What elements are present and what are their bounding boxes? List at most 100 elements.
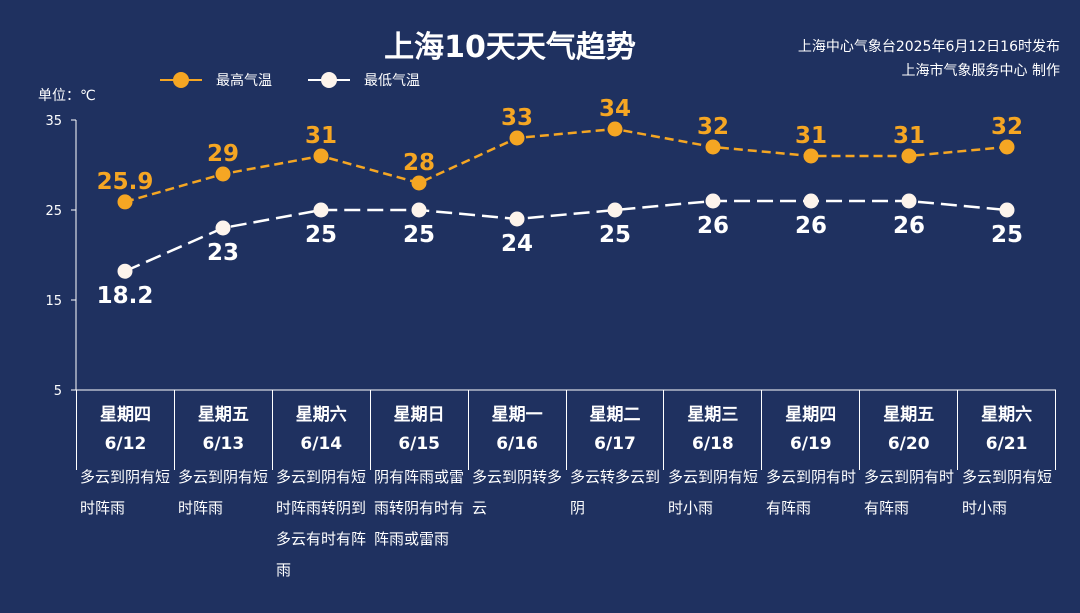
- data-point: [215, 166, 231, 182]
- date-label: 6/13: [202, 434, 245, 454]
- weekday-label: 星期四: [785, 405, 837, 425]
- date-label: 6/17: [594, 434, 636, 454]
- day-column: 星期一 6/16: [469, 390, 567, 470]
- day-column: 星期四 6/12: [76, 390, 175, 470]
- weekday-label: 星期一: [491, 405, 543, 425]
- data-label: 25: [305, 222, 337, 248]
- y-axis-unit: 单位：℃: [38, 88, 96, 104]
- series-line: [124, 199, 1008, 273]
- weekday-label: 星期六: [295, 405, 347, 425]
- weekday-label: 星期四: [99, 405, 151, 425]
- day-column: 星期三 6/18: [664, 390, 763, 470]
- weekday-label: 星期五: [883, 405, 935, 425]
- day-column: 星期六 6/21: [958, 390, 1057, 470]
- data-point: [901, 193, 917, 209]
- day-column: 星期日 6/15: [371, 390, 469, 470]
- data-point: [803, 148, 819, 164]
- data-label: 25: [599, 222, 631, 248]
- data-label: 32: [991, 114, 1023, 140]
- day-columns: 星期四 6/12 星期五 6/13 星期六 6/14 星期日 6/15 星期一 6/16 星期二 6/…: [76, 390, 1057, 470]
- date-label: 6/18: [692, 434, 734, 454]
- data-label: 26: [795, 213, 827, 239]
- date-label: 6/14: [300, 434, 343, 454]
- issuer-line-2: 上海市气象服务中心 制作: [901, 63, 1060, 79]
- weather-description: 多云到阴有短时阵雨: [178, 468, 269, 517]
- data-point: [313, 148, 329, 164]
- data-point: [803, 193, 819, 209]
- day-column: 星期二 6/17: [567, 390, 665, 470]
- y-tick-label: 35: [45, 114, 62, 129]
- date-label: 6/12: [104, 434, 147, 454]
- legend-label-high: 最高气温: [216, 73, 272, 89]
- legend-label-low: 最低气温: [364, 73, 420, 89]
- legend-item-high: 最高气温: [160, 70, 272, 90]
- data-label: 32: [697, 114, 729, 140]
- y-tick-label: 15: [45, 294, 62, 309]
- series-line: [124, 127, 1008, 204]
- data-label: 25.9: [97, 169, 154, 195]
- data-point: [215, 220, 231, 236]
- chart-legend: 最高气温 最低气温: [160, 70, 420, 90]
- day-column: 星期五 6/13: [175, 390, 273, 470]
- day-column: 星期四 6/19: [762, 390, 861, 470]
- data-label: 31: [893, 123, 925, 149]
- weekday-label: 星期日: [393, 405, 445, 425]
- data-point: [313, 202, 329, 218]
- data-label: 29: [207, 141, 239, 167]
- y-tick-label: 25: [45, 204, 62, 219]
- weekday-label: 星期三: [687, 405, 739, 425]
- data-point: [999, 202, 1015, 218]
- data-label: 31: [305, 123, 337, 149]
- data-label: 23: [207, 240, 239, 266]
- day-column: 星期五 6/20: [860, 390, 959, 470]
- data-point: [607, 202, 623, 218]
- data-point: [509, 130, 525, 146]
- weather-description: 多云到阴有短时小雨: [962, 468, 1053, 517]
- weather-description: 多云到阴有短时阵雨转阴到多云有时有阵雨: [276, 468, 367, 579]
- legend-item-low: 最低气温: [308, 70, 420, 90]
- weather-description: 多云到阴有短时小雨: [668, 468, 759, 517]
- data-point: [411, 202, 427, 218]
- data-point: [117, 194, 133, 210]
- data-label: 25: [403, 222, 435, 248]
- data-label: 26: [697, 213, 729, 239]
- weather-description: 多云到阴有短时阵雨: [80, 468, 171, 517]
- weather-description: 阴有阵雨或雷雨转阴有时有阵雨或雷雨: [374, 468, 465, 548]
- data-point: [411, 175, 427, 191]
- weekday-label: 星期六: [981, 405, 1033, 425]
- data-point: [999, 139, 1015, 155]
- weather-description: 多云到阴有时有阵雨: [864, 468, 955, 517]
- data-point: [607, 121, 623, 137]
- data-point: [705, 139, 721, 155]
- data-point: [117, 263, 133, 279]
- data-label: 25: [991, 222, 1023, 248]
- day-weather-descriptions: 多云到阴有短时阵雨 多云到阴有短时阵雨 多云到阴有短时阵雨转阴到多云有时有阵雨 阴有阵…: [76, 462, 1056, 586]
- weather-description: 多云到阴转多云: [472, 468, 563, 517]
- legend-swatch-low: [308, 72, 350, 88]
- data-label: 34: [599, 96, 631, 122]
- chart-title: 上海10天天气趋势: [384, 30, 636, 65]
- data-label: 26: [893, 213, 925, 239]
- date-label: 6/20: [887, 434, 930, 454]
- day-column: 星期六 6/14: [273, 390, 371, 470]
- y-tick-label: 5: [54, 384, 62, 399]
- date-label: 6/19: [789, 434, 832, 454]
- issuer-line-1: 上海中心气象台2025年6月12日16时发布: [797, 39, 1060, 55]
- data-label: 18.2: [97, 283, 154, 309]
- weekday-label: 星期五: [197, 405, 249, 425]
- data-point: [705, 193, 721, 209]
- data-label: 31: [795, 123, 827, 149]
- date-label: 6/16: [496, 434, 538, 454]
- weather-description: 多云到阴有时有阵雨: [766, 468, 857, 517]
- weather-description: 多云转多云到阴: [570, 468, 661, 517]
- issuer-info: 上海中心气象台2025年6月12日16时发布 上海市气象服务中心 制作: [798, 35, 1060, 83]
- weekday-label: 星期二: [589, 405, 641, 425]
- data-label: 24: [501, 231, 533, 257]
- legend-swatch-high: [160, 72, 202, 88]
- data-point: [901, 148, 917, 164]
- date-label: 6/21: [985, 434, 1028, 454]
- date-label: 6/15: [398, 434, 441, 454]
- data-label: 33: [501, 105, 533, 131]
- data-label: 28: [403, 150, 435, 176]
